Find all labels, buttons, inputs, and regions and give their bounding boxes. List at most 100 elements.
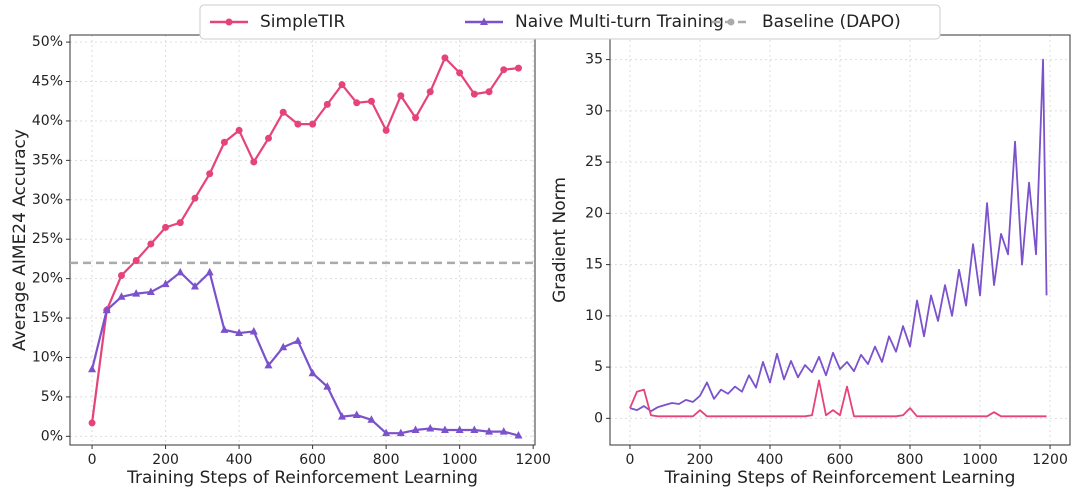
series-line (629, 379, 1047, 418)
y-tick-label: 0 (594, 410, 603, 426)
point (514, 431, 523, 439)
x-tick-label: 800 (373, 452, 400, 468)
point (456, 69, 464, 77)
point (308, 368, 317, 377)
point (279, 342, 288, 351)
point (500, 66, 508, 74)
series-line (90, 271, 519, 437)
series-line (90, 56, 519, 424)
legend-marker (480, 17, 488, 25)
point (132, 289, 141, 297)
point (412, 114, 420, 122)
point (249, 326, 258, 335)
y-tick-label: 10 (585, 308, 603, 324)
point (426, 88, 434, 96)
x-axis-label: Training Steps of Reinforcement Learning (126, 468, 478, 488)
point (440, 425, 449, 434)
x-tick-label: 0 (625, 452, 634, 468)
point (455, 425, 464, 434)
x-tick-label: 400 (757, 452, 784, 468)
point (88, 419, 96, 427)
point (235, 126, 243, 134)
legend-label: SimpleTIR (260, 12, 345, 32)
point (190, 282, 199, 290)
point (162, 223, 170, 231)
point (382, 428, 391, 437)
point (176, 219, 184, 227)
point (323, 100, 331, 108)
point (352, 410, 361, 419)
y-tick-label: 15% (32, 310, 63, 326)
y-tick-label: 30 (585, 103, 603, 119)
point (191, 194, 199, 202)
point (250, 158, 258, 166)
x-axis-label: Training Steps of Reinforcement Learning (664, 468, 1016, 488)
point (485, 88, 493, 96)
y-tick-label: 5% (41, 389, 63, 405)
y-tick-label: 10% (32, 349, 63, 365)
series-line (629, 58, 1048, 413)
x-tick-label: 1000 (442, 452, 478, 468)
y-tick-label: 0% (41, 428, 63, 444)
y-tick-label: 40% (32, 113, 63, 129)
point (235, 328, 244, 337)
point (293, 336, 302, 344)
x-tick-label: 800 (897, 452, 924, 468)
point (499, 427, 508, 435)
point (396, 428, 405, 437)
x-tick-label: 200 (687, 452, 714, 468)
x-tick-label: 400 (226, 452, 253, 468)
point (426, 423, 435, 432)
legend-label: Naive Multi-turn Training (515, 12, 724, 32)
y-tick-label: 25 (585, 154, 603, 170)
y-tick-label: 5 (594, 359, 603, 375)
point (338, 412, 347, 420)
point (264, 360, 273, 369)
point (88, 364, 97, 373)
legend-box (199, 4, 941, 40)
x-tick-label: 0 (88, 452, 97, 468)
y-tick-label: 20 (585, 205, 603, 221)
y-tick-label: 25% (32, 231, 63, 247)
x-tick-label: 1200 (515, 452, 551, 468)
legend-marker (727, 18, 735, 26)
point (279, 108, 287, 116)
point (176, 267, 185, 276)
y-tick-label: 50% (32, 34, 63, 50)
point (514, 64, 522, 72)
point (161, 279, 170, 288)
y-tick-label: 15 (585, 257, 603, 273)
x-tick-label: 600 (827, 452, 854, 468)
x-tick-label: 1200 (1032, 452, 1068, 468)
y-tick-label: 20% (32, 271, 63, 287)
legend-marker (225, 18, 233, 26)
point (397, 92, 405, 100)
point (411, 425, 420, 434)
point (470, 425, 479, 434)
point (206, 170, 214, 178)
point (117, 292, 126, 300)
point (220, 325, 229, 333)
plot-frame (69, 34, 536, 446)
point (323, 382, 332, 390)
y-tick-label: 35 (585, 52, 603, 68)
point (117, 271, 125, 279)
point (338, 81, 346, 89)
y-tick-label: 35% (32, 152, 63, 168)
y-tick-label: 45% (32, 74, 63, 90)
point (132, 257, 140, 264)
point (146, 287, 155, 296)
point (367, 97, 375, 105)
point (441, 54, 449, 62)
point (353, 99, 361, 107)
point (264, 134, 272, 142)
point (220, 138, 228, 146)
y-tick-label: 30% (32, 192, 63, 208)
x-tick-label: 1000 (962, 452, 998, 468)
y-axis-label: Average AIME24 Accuracy (10, 129, 30, 351)
legend-label: Baseline (DAPO) (762, 12, 901, 32)
point (102, 305, 111, 314)
x-tick-label: 600 (299, 452, 326, 468)
point (205, 267, 214, 276)
